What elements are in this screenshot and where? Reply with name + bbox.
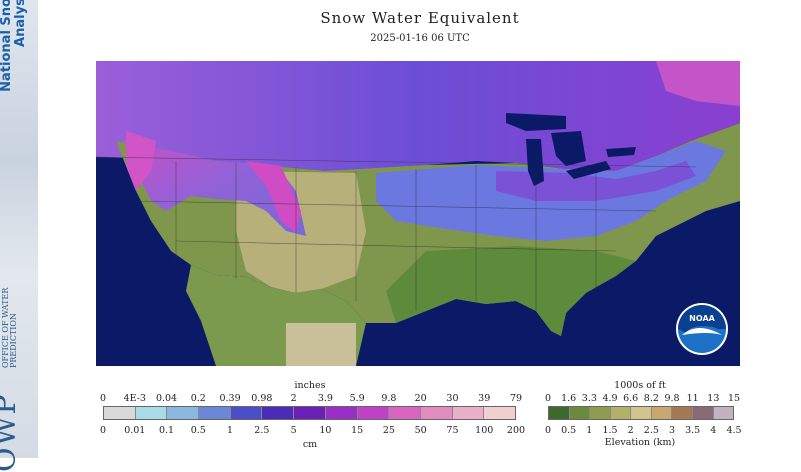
swe-inch-tick: 5.9 — [349, 393, 365, 404]
elev-color-swatch — [631, 407, 652, 419]
swe-inch-tick: 0.04 — [155, 393, 178, 404]
swe-inch-tick: 9.8 — [381, 393, 397, 404]
mexico-mask — [286, 323, 356, 366]
elev-ft-tick: 0 — [544, 393, 552, 404]
swe-cm-tick: 2.5 — [254, 425, 270, 436]
elev-km-tick: 0 — [544, 425, 552, 436]
elev-legend-title: 1000s of ft — [614, 380, 666, 391]
swe-color-swatch — [262, 407, 295, 419]
swe-inch-tick: 79 — [509, 393, 523, 404]
swe-color-swatch — [484, 407, 515, 419]
lake-superior — [506, 113, 566, 131]
elev-km-tick: 1 — [586, 425, 593, 436]
swe-cm-tick: 5 — [290, 425, 297, 436]
swe-cm-tick: 200 — [506, 425, 526, 436]
elev-ft-tick: 11 — [686, 393, 699, 404]
elev-ft-tick: 4.9 — [602, 393, 618, 404]
agency-banner: National Snow Analysis OFFICE OF WATER P… — [0, 0, 38, 472]
elev-km-ticks: 0 0.5 1 1.5 2 2.5 3 3.5 4 4.5 — [544, 425, 742, 437]
swe-color-swatch — [104, 407, 136, 419]
swe-inch-tick: 0.39 — [219, 393, 241, 404]
swe-cm-tick: 15 — [351, 425, 364, 436]
elev-color-swatch — [549, 407, 570, 419]
elev-color-bar — [548, 406, 734, 420]
swe-cm-tick: 1 — [227, 425, 234, 436]
elev-color-swatch — [569, 407, 591, 419]
map-timestamp: 2025-01-16 06 UTC — [370, 33, 470, 44]
swe-inch-tick: 0 — [99, 393, 107, 404]
swe-color-swatch — [135, 407, 168, 419]
rockies-deep-snow — [246, 161, 301, 233]
elev-km-tick: 4.5 — [726, 425, 742, 436]
state-boundaries — [96, 156, 697, 311]
lake-huron — [551, 131, 586, 166]
elev-color-swatch — [590, 407, 611, 419]
canada-east-pink — [656, 61, 740, 106]
sierra-snow — [126, 131, 156, 191]
elev-color-swatch — [610, 407, 632, 419]
swe-color-swatch — [325, 407, 358, 419]
banner-title: National Snow Analysis — [0, 0, 28, 92]
swe-cm-tick: 0.01 — [124, 425, 146, 436]
snow-map: NOAA — [96, 61, 740, 366]
swe-legend-unit: cm — [302, 439, 318, 450]
swe-inch-tick: 0.98 — [251, 393, 273, 404]
elev-ft-tick: 9.8 — [664, 393, 680, 404]
elev-legend-unit: Elevation (km) — [604, 437, 676, 448]
swe-color-swatch — [420, 407, 453, 419]
swe-inch-tick: 30 — [446, 393, 459, 404]
elev-ft-tick: 8.2 — [643, 393, 659, 404]
elev-km-tick: 4 — [710, 425, 717, 436]
swe-color-swatch — [452, 407, 485, 419]
swe-color-swatch — [199, 407, 231, 419]
noaa-logo: NOAA — [676, 303, 728, 355]
swe-cm-tick: 10 — [319, 425, 332, 436]
swe-color-swatch — [167, 407, 200, 419]
elev-km-tick: 3.5 — [685, 425, 701, 436]
elev-ft-tick: 13 — [707, 393, 720, 404]
swe-cm-tick: 0.1 — [158, 425, 175, 436]
swe-cm-tick: 0 — [99, 425, 107, 436]
swe-inch-tick: 39 — [478, 393, 491, 404]
swe-inch-ticks: 0 4E-3 0.04 0.2 0.39 0.98 2 3.9 5.9 9.8 20 30 39 79 — [99, 393, 522, 405]
elev-km-tick: 1.5 — [602, 425, 618, 436]
lake-michigan — [526, 139, 544, 186]
swe-color-swatch — [230, 407, 263, 419]
swe-color-bar — [103, 406, 516, 420]
elev-color-swatch — [713, 407, 734, 419]
canada-region — [96, 61, 740, 171]
swe-inch-tick: 0.2 — [190, 393, 206, 404]
elev-km-tick: 2.5 — [643, 425, 659, 436]
owp-logo: OWP — [0, 393, 23, 472]
lake-ontario — [606, 147, 636, 157]
swe-color-swatch — [357, 407, 390, 419]
swe-cm-tick: 50 — [414, 425, 427, 436]
swe-inch-tick: 4E-3 — [123, 393, 146, 404]
swe-inch-tick: 2 — [290, 393, 297, 404]
svg-text:NOAA: NOAA — [689, 314, 715, 323]
elev-km-tick: 0.5 — [561, 425, 577, 436]
elev-color-swatch — [672, 407, 693, 419]
swe-inch-tick: 3.9 — [317, 393, 333, 404]
swe-cm-tick: 75 — [446, 425, 459, 436]
elev-color-swatch — [692, 407, 714, 419]
southeast — [386, 246, 636, 336]
page-title: Snow Water Equivalent — [320, 9, 520, 27]
elev-ft-tick: 1.6 — [561, 393, 577, 404]
swe-cm-ticks: 0 0.01 0.1 0.5 1 2.5 5 10 15 25 50 75 100 200 — [99, 425, 525, 437]
elev-ft-ticks: 0 1.6 3.3 4.9 6.6 8.2 9.8 11 13 15 — [544, 393, 740, 405]
swe-cm-tick: 25 — [382, 425, 395, 436]
elev-km-tick: 3 — [668, 425, 676, 436]
elev-color-swatch — [651, 407, 673, 419]
swe-color-swatch — [389, 407, 421, 419]
swe-cm-tick: 0.5 — [190, 425, 206, 436]
elev-ft-tick: 15 — [727, 393, 741, 404]
elev-ft-tick: 3.3 — [581, 393, 597, 404]
elev-ft-tick: 6.6 — [623, 393, 639, 404]
swe-cm-tick: 100 — [475, 425, 494, 436]
swe-color-swatch — [294, 407, 326, 419]
swe-inch-tick: 20 — [414, 393, 427, 404]
swe-legend-title: inches — [294, 380, 326, 391]
elev-km-tick: 2 — [627, 425, 634, 436]
